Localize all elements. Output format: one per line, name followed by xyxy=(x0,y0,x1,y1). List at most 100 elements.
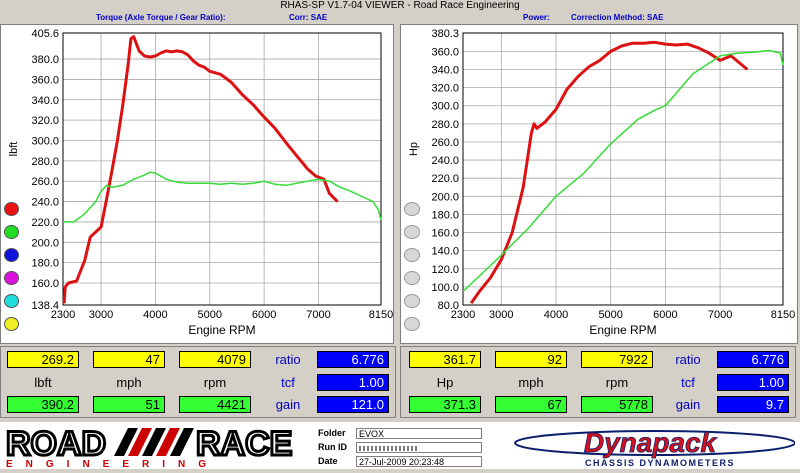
gain-label: gain xyxy=(675,397,701,412)
x-axis-label: Engine RPM xyxy=(188,323,255,337)
y-tick-label: 160.0 xyxy=(431,228,459,240)
torque-value-1: 269.2 xyxy=(7,351,79,368)
x-tick-label: 7000 xyxy=(708,309,732,321)
plot-area-border xyxy=(462,32,784,306)
x-tick-label: 8150 xyxy=(369,309,393,321)
y-tick-label: 340.0 xyxy=(431,65,459,77)
unit-label-rpm: rpm xyxy=(605,375,629,390)
torque-chart: 138.4 160.0 180.0 200.0 220.0 240.0 260.0 280.0… xyxy=(8,28,393,337)
speed-value-1: 92 xyxy=(495,351,567,368)
torque-chart-panel: 138.4 160.0 180.0 200.0 220.0 240.0 260.0 280.0… xyxy=(0,24,394,344)
x-tick-label: 8150 xyxy=(771,309,795,321)
power-chart: 80.0 100.0 120.0 140.0 160.0 180.0 200.0 220.0 2… xyxy=(408,28,795,337)
y-axis-label: lbft xyxy=(8,142,20,157)
gain-label: gain xyxy=(275,397,301,412)
date-label: Date xyxy=(318,456,338,466)
y-tick-label: 260.0 xyxy=(31,176,59,188)
road-race-logo-art: ROAD RACE ENGINEERING xyxy=(5,424,294,471)
x-tick-label: 2300 xyxy=(451,309,475,321)
plot-area-border xyxy=(62,32,382,306)
ratio-value: 6.776 xyxy=(317,351,389,368)
power-value-1: 361.7 xyxy=(409,351,481,368)
y-tick-label: 260.0 xyxy=(431,137,459,149)
y-tick-label: 180.0 xyxy=(431,209,459,221)
run-slot-dot[interactable] xyxy=(404,225,420,239)
logo-engineering-text: ENGINEERING xyxy=(6,459,219,468)
y-tick-label: 80.0 xyxy=(438,300,459,312)
dynapack-brand-text: Dynapack xyxy=(584,428,718,458)
speed-value-2: 51 xyxy=(93,396,165,413)
power-chart-panel: 80.0 100.0 120.0 140.0 160.0 180.0 200.0 220.0 2… xyxy=(400,24,798,344)
speed-value-2: 67 xyxy=(495,396,567,413)
x-tick-label: 3000 xyxy=(489,309,513,321)
run-color-dot[interactable] xyxy=(4,317,19,331)
x-tick-label: 2300 xyxy=(51,309,75,321)
logo-race-text: RACE xyxy=(196,425,292,463)
rpm-value-2: 4421 xyxy=(179,396,251,413)
rpm-value-1: 7922 xyxy=(581,351,653,368)
grid-lines xyxy=(462,32,784,306)
run-slot-dot[interactable] xyxy=(404,317,420,331)
run-color-dot[interactable] xyxy=(4,271,19,285)
y-axis-label: Hp xyxy=(408,142,420,156)
power-header-corr: Correction Method: SAE xyxy=(571,13,664,22)
run-slot-dot[interactable] xyxy=(404,271,420,285)
y-tick-label: 320.0 xyxy=(31,115,59,127)
tcf-label: tcf xyxy=(681,375,695,390)
series-line-red xyxy=(62,35,339,304)
y-tick-label: 380.0 xyxy=(31,54,59,66)
x-tick-label: 5000 xyxy=(598,309,622,321)
run-slot-dot[interactable] xyxy=(404,248,420,262)
torque-value-2: 390.2 xyxy=(7,396,79,413)
dynapack-logo-art: Dynapack CHASSIS DYNAMOMETERS xyxy=(514,427,796,468)
footer: ROAD RACE ENGINEERING Folder EVOX Run ID… xyxy=(0,422,800,471)
run-color-dot[interactable] xyxy=(4,248,19,262)
y-tick-label: 320.0 xyxy=(431,83,459,95)
run-color-dot[interactable] xyxy=(4,202,19,216)
run-slot-dot[interactable] xyxy=(404,294,420,308)
y-tick-label: 200.0 xyxy=(31,237,59,249)
rpm-value-1: 4079 xyxy=(179,351,251,368)
x-tick-label: 7000 xyxy=(306,309,330,321)
x-axis-label: Engine RPM xyxy=(589,323,656,337)
y-tick-label: 160.0 xyxy=(31,278,59,290)
x-tick-label: 5000 xyxy=(198,309,222,321)
speed-value-1: 47 xyxy=(93,351,165,368)
y-tick-label: 120.0 xyxy=(431,264,459,276)
folder-label: Folder xyxy=(318,428,346,438)
x-tick-label: 4000 xyxy=(143,309,167,321)
gain-value: 9.7 xyxy=(717,396,789,413)
road-race-logo: ROAD RACE ENGINEERING xyxy=(5,424,310,471)
ratio-value: 6.776 xyxy=(717,351,789,368)
power-header-title: Power: xyxy=(523,13,550,22)
date-field: 27-Jul-2009 20:23:48 xyxy=(356,456,482,467)
run-color-dot[interactable] xyxy=(4,294,19,308)
runid-obscured xyxy=(359,446,419,451)
readout-panel-left: 269.2 47 4079 lbft mph rpm 390.2 51 4421… xyxy=(0,346,396,418)
x-tick-label: 6000 xyxy=(653,309,677,321)
ratio-label: ratio xyxy=(675,352,701,367)
y-tick-label: 280.0 xyxy=(431,119,459,131)
ratio-label: ratio xyxy=(275,352,301,367)
unit-label-hp: Hp xyxy=(436,375,454,390)
folder-field: EVOX xyxy=(356,428,482,439)
series-line-red xyxy=(469,40,749,305)
logo-road-text: ROAD xyxy=(6,425,106,463)
y-tick-label: 180.0 xyxy=(31,258,59,270)
run-color-dot[interactable] xyxy=(4,225,19,239)
y-tick-label: 140.0 xyxy=(431,246,459,258)
y-tick-label: 220.0 xyxy=(431,173,459,185)
y-tick-label: 405.6 xyxy=(31,28,59,40)
run-slot-dot[interactable] xyxy=(404,202,420,216)
x-tick-label: 6000 xyxy=(252,309,276,321)
tcf-value: 1.00 xyxy=(317,374,389,391)
readout-panel-right: 361.7 92 7922 Hp mph rpm 371.3 67 5778 r… xyxy=(400,346,796,418)
y-tick-label: 100.0 xyxy=(431,282,459,294)
x-tick-label: 3000 xyxy=(89,309,113,321)
x-tick-label: 4000 xyxy=(544,309,568,321)
runid-label: Run ID xyxy=(318,442,347,452)
unit-label-rpm: rpm xyxy=(203,375,227,390)
y-tick-label: 200.0 xyxy=(431,191,459,203)
dynapack-sub-text: CHASSIS DYNAMOMETERS xyxy=(585,458,735,468)
y-tick-label: 340.0 xyxy=(31,95,59,107)
